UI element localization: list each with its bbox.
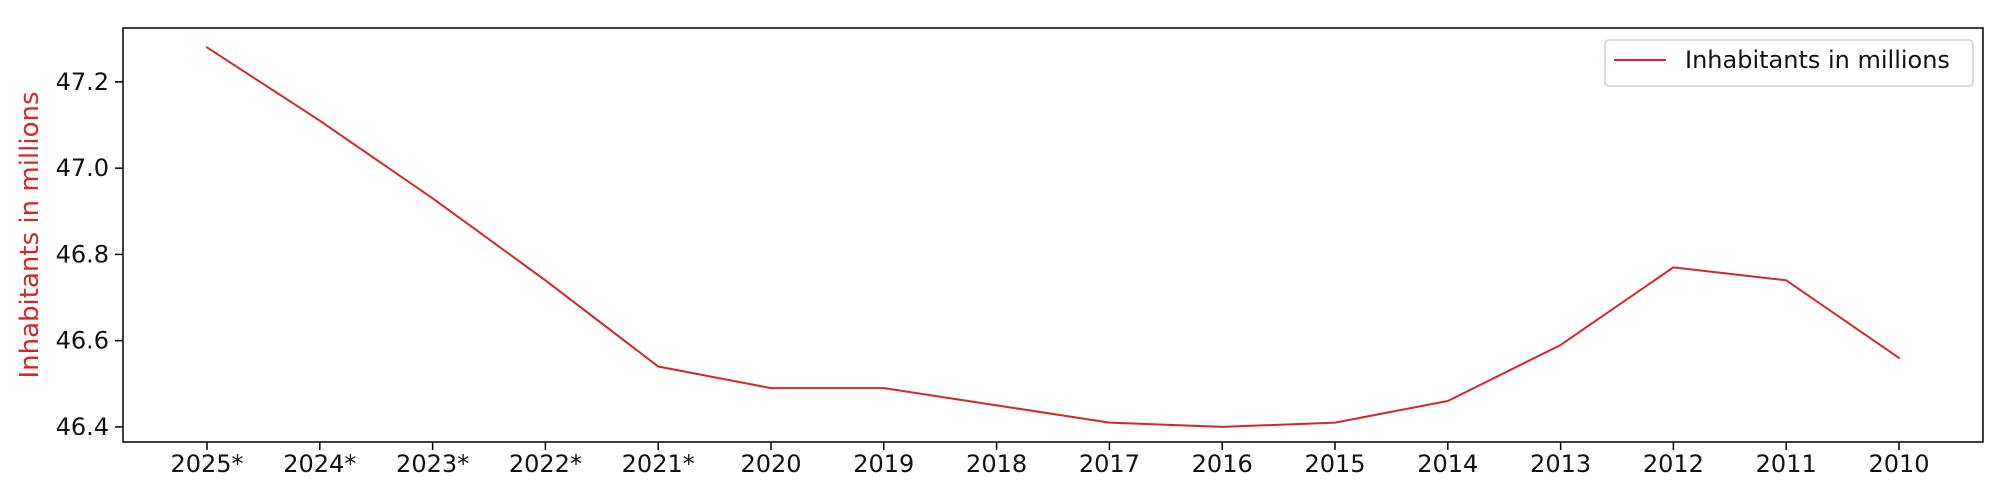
x-tick-label: 2024* xyxy=(283,450,356,478)
x-tick-label: 2023* xyxy=(396,450,469,478)
y-axis-title: Inhabitants in millions xyxy=(15,91,45,378)
legend-label: Inhabitants in millions xyxy=(1685,46,1950,74)
x-tick-label: 2018 xyxy=(966,450,1027,478)
x-tick-label: 2019 xyxy=(853,450,914,478)
y-tick-label: 46.8 xyxy=(56,240,109,268)
x-tick-label: 2012 xyxy=(1643,450,1704,478)
x-tick-label: 2010 xyxy=(1868,450,1929,478)
legend-box xyxy=(1604,39,1974,87)
x-tick-label: 2015 xyxy=(1304,450,1365,478)
series-layer xyxy=(206,46,1900,428)
x-tick-label: 2020 xyxy=(740,450,801,478)
plot-area-frame xyxy=(122,27,1984,443)
x-tick-label: 2011 xyxy=(1756,450,1817,478)
y-tick-label: 47.0 xyxy=(56,154,109,182)
x-tick-label: 2025* xyxy=(170,450,243,478)
series-line xyxy=(206,46,1900,428)
x-tick-label: 2014 xyxy=(1417,450,1478,478)
x-tick-label: 2021* xyxy=(622,450,695,478)
x-tick-label: 2013 xyxy=(1530,450,1591,478)
x-tick-label: 2017 xyxy=(1079,450,1140,478)
y-tick-label: 46.4 xyxy=(56,413,109,441)
x-axis-ticks: 2025* 2024* 2023* 2022* 2021* 2020 2019 2018 201… xyxy=(170,442,1930,478)
legend: Inhabitants in millions xyxy=(1604,39,1974,87)
y-axis-ticks: 46.4 46.6 46.8 47.0 47.2 xyxy=(56,68,123,441)
x-tick-label: 2016 xyxy=(1192,450,1253,478)
x-tick-label: 2022* xyxy=(509,450,582,478)
y-tick-label: 47.2 xyxy=(56,68,109,96)
y-tick-label: 46.6 xyxy=(56,327,109,355)
